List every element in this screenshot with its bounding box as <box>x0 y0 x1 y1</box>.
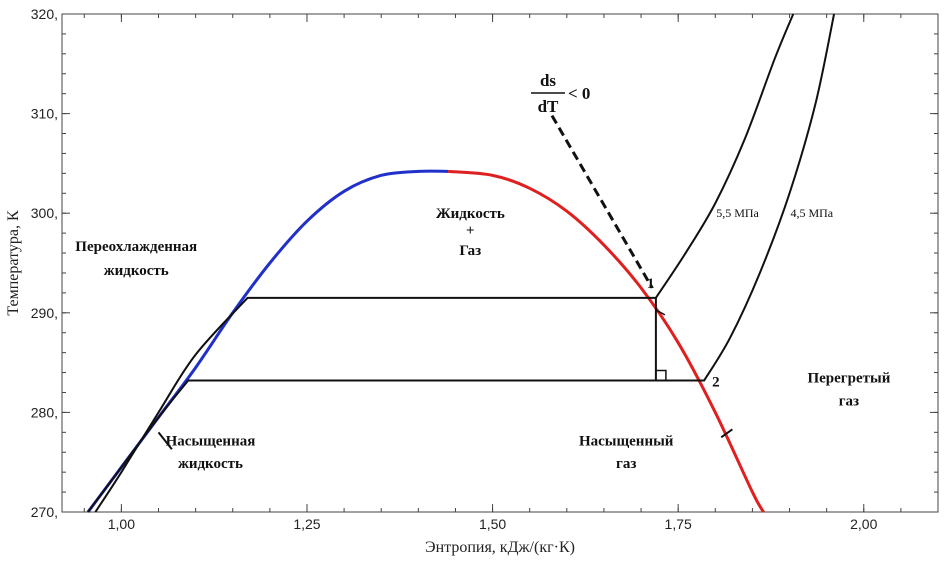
derivative-denominator: dT <box>538 97 559 116</box>
plot-frame <box>61 13 939 513</box>
annotation-label: Газ <box>459 243 481 259</box>
y-tick-label: 270, <box>31 504 58 520</box>
plot-area <box>61 13 939 513</box>
state-points: 12 <box>647 276 720 391</box>
derivative-numerator: ds <box>540 71 556 90</box>
y-tick-label: 320, <box>31 6 58 22</box>
derivative-relation: < 0 <box>568 84 590 103</box>
annotations: Жидкость+ Газ Переохлажденная жидкость Насыщ… <box>75 206 890 472</box>
state-point-label: 1 <box>647 276 655 292</box>
annotation-label: Насыщенная <box>166 433 256 449</box>
isobar-line <box>87 13 836 513</box>
x-tick-label: 1,75 <box>665 516 692 532</box>
right-angle-marker <box>655 369 667 381</box>
state-point-label: 2 <box>712 375 720 391</box>
annotation-label: жидкость <box>178 456 243 472</box>
x-axis-title: Энтропия, кДж/(кг·К) <box>425 539 575 556</box>
annotation-label: Насыщенный <box>579 433 674 449</box>
saturated-vapor-curve <box>447 169 765 513</box>
x-tick-label: 1,00 <box>108 516 135 532</box>
annotation-label: газ <box>616 456 636 472</box>
ds-dt-dashed-line <box>550 114 654 289</box>
label-pointer <box>157 431 173 450</box>
series-group <box>86 13 836 513</box>
annotation-label: Переохлажденная <box>75 239 197 255</box>
y-tick-label: 300, <box>31 205 58 221</box>
annotation-label: 5,5 МПа <box>716 206 759 220</box>
annotation-label: 4,5 МПа <box>790 206 833 220</box>
x-tick-label: 1,25 <box>293 516 320 532</box>
y-axis-title: Температура, К <box>5 210 22 316</box>
ticks: 1,00 1,25 1,50 1,75 2,00 270, 280, 290, 300, 310,… <box>31 6 938 532</box>
x-tick-label: 1,50 <box>479 516 506 532</box>
annotation-label: Жидкость <box>436 206 505 222</box>
y-tick-label: 290, <box>31 305 58 321</box>
x-tick-label: 2,00 <box>850 516 877 532</box>
annotation-label: газ <box>839 393 859 409</box>
label-pointer <box>720 428 733 439</box>
y-tick-label: 310, <box>31 106 58 122</box>
guide-lines <box>654 297 667 381</box>
annotation-label: жидкость <box>104 263 169 279</box>
y-tick-label: 280, <box>31 404 58 420</box>
angle-marker <box>655 309 666 316</box>
saturated-liquid-curve <box>86 169 449 513</box>
derivative-label: ds dT < 0 <box>531 71 590 116</box>
annotation-label: Перегретый <box>807 371 890 387</box>
annotation-label: + <box>466 223 475 239</box>
